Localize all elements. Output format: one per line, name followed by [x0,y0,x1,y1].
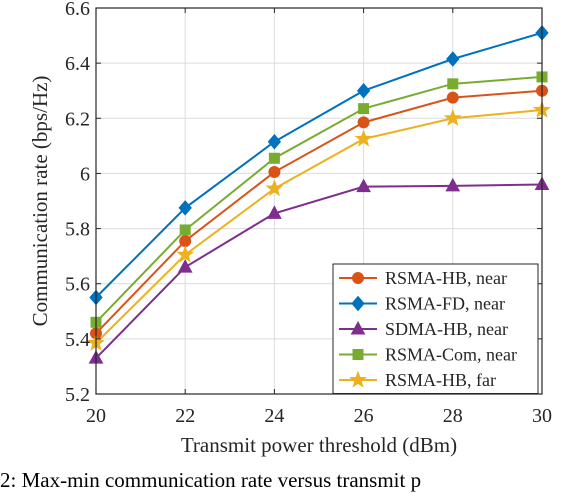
line-chart: 5.2 5.4 5.6 5.8 6 6.2 6.4 6.6 20 22 24 26 28 30 Trans… [28,0,552,457]
data-point [446,91,459,104]
y-tick-label: 6.6 [65,0,90,20]
series-group [86,25,552,364]
y-tick-label: 5.8 [65,219,90,241]
data-point [354,129,373,147]
data-point [268,166,281,179]
x-tick-label: 22 [175,405,195,427]
y-tick-label: 5.2 [65,384,90,406]
legend-label: RSMA-HB, far [385,370,496,390]
y-tick-label: 5.4 [65,329,90,351]
series-line [95,31,543,299]
data-point [446,51,460,67]
series-line [95,183,543,359]
data-point [357,116,370,129]
data-point [179,224,191,236]
legend-marker [352,272,364,284]
data-point [445,177,461,192]
x-tick-label: 28 [443,405,463,427]
data-point [176,245,195,263]
y-tick-label: 6.2 [65,108,90,130]
legend-marker [348,370,368,388]
figure-caption: 2: Max-min communication rate versus tra… [0,468,422,492]
data-point [265,179,284,197]
data-point [443,108,462,126]
x-tick-label: 30 [532,405,552,427]
data-point [178,200,192,216]
series-line [95,75,543,324]
legend: RSMA-HB, near RSMA-FD, near SDMA-HB, near R… [332,263,539,394]
data-point [267,133,282,150]
axis-ticks: 5.2 5.4 5.6 5.8 6 6.2 6.4 6.6 20 22 24 26 28 30 [65,0,552,427]
legend-label: SDMA-HB, near [385,319,508,339]
legend-marker [352,349,364,360]
legend-marker [351,295,365,312]
data-point [268,152,280,164]
data-point [267,205,282,219]
y-axis-label: Communication rate (bps/Hz) [28,76,52,327]
data-point [356,178,371,193]
x-axis-label: Transmit power threshold (dBm) [181,433,457,457]
legend-label: RSMA-Com, near [385,345,517,365]
data-point [177,259,193,273]
series-line [95,109,543,344]
y-tick-label: 6.4 [65,53,90,75]
data-point [358,103,370,115]
legend-marker [350,320,366,335]
legend-label: RSMA-FD, near [385,294,505,314]
data-point [179,234,192,247]
series-line [95,89,543,335]
y-tick-label: 5.6 [65,274,90,296]
x-tick-label: 20 [86,405,106,427]
data-point [356,82,371,99]
x-tick-label: 26 [354,405,374,427]
plot-frame [95,7,543,395]
data-point [447,78,459,90]
y-tick-label: 6 [80,163,90,185]
x-tick-label: 24 [264,405,284,427]
legend-label: RSMA-HB, near [385,268,507,288]
